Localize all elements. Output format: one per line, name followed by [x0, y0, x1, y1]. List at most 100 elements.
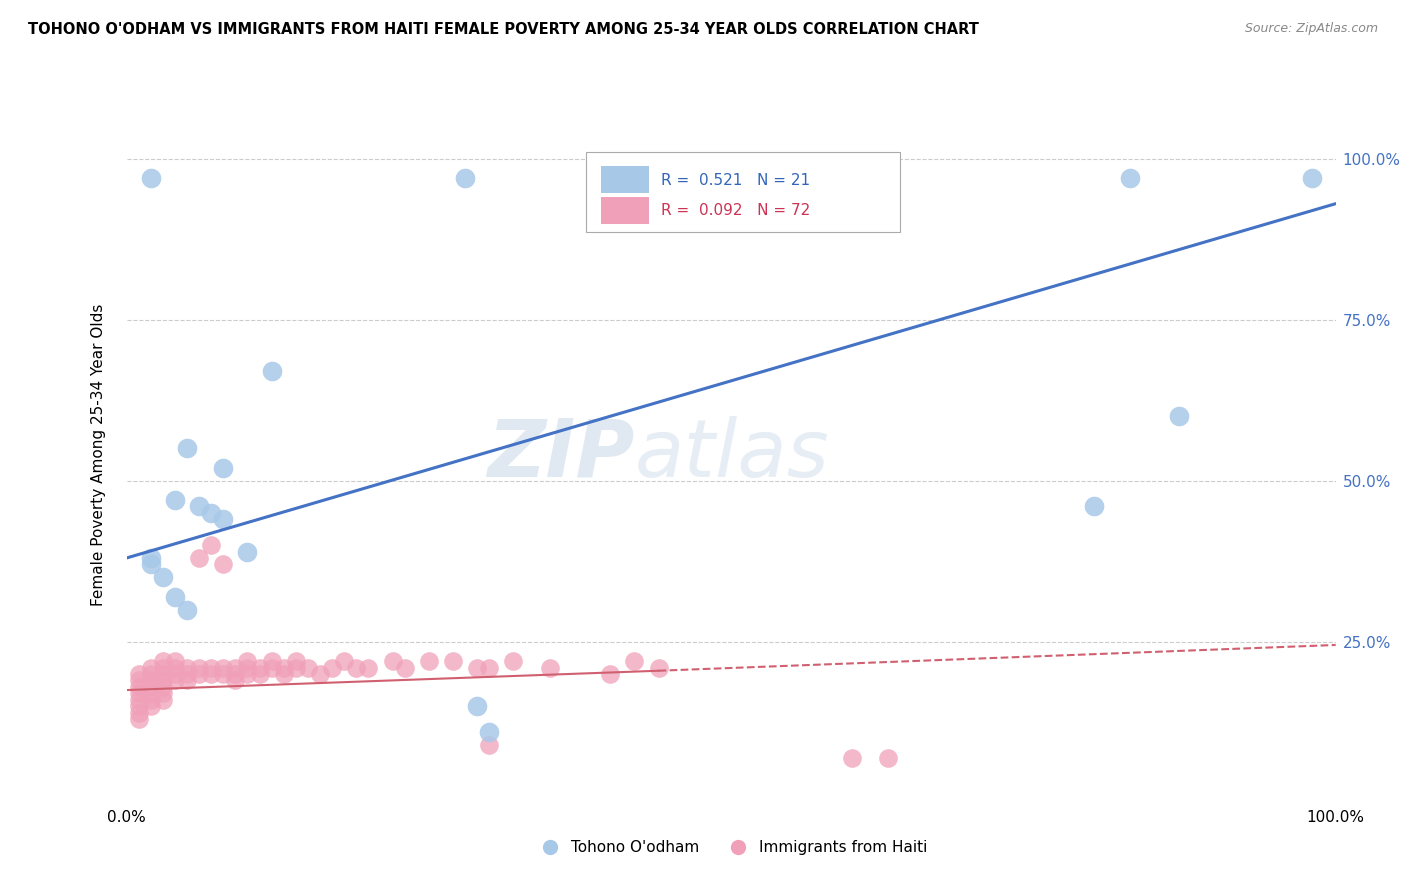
Point — [128, 692, 150, 706]
Point — [394, 660, 416, 674]
Point — [176, 660, 198, 674]
Point — [163, 654, 186, 668]
Point — [260, 654, 283, 668]
Point — [139, 558, 162, 572]
Point — [1301, 170, 1323, 185]
Point — [212, 558, 235, 572]
Point — [188, 500, 211, 514]
Point — [128, 712, 150, 726]
Point — [139, 699, 162, 714]
Point — [152, 660, 174, 674]
Point — [344, 660, 367, 674]
Point — [297, 660, 319, 674]
Point — [163, 667, 186, 681]
Point — [128, 673, 150, 688]
Point — [236, 660, 259, 674]
Point — [200, 506, 222, 520]
Point — [841, 750, 863, 764]
Point — [176, 673, 198, 688]
Point — [188, 660, 211, 674]
Point — [152, 686, 174, 700]
FancyBboxPatch shape — [586, 153, 900, 232]
Point — [284, 654, 307, 668]
Point — [224, 660, 246, 674]
Point — [212, 667, 235, 681]
Point — [152, 654, 174, 668]
Point — [623, 654, 645, 668]
Point — [418, 654, 440, 668]
Point — [309, 667, 332, 681]
Point — [273, 660, 295, 674]
Point — [1083, 500, 1105, 514]
Point — [478, 725, 501, 739]
Point — [333, 654, 356, 668]
Point — [188, 667, 211, 681]
Point — [224, 673, 246, 688]
Point — [128, 680, 150, 694]
Point — [273, 667, 295, 681]
Point — [152, 692, 174, 706]
Point — [249, 667, 271, 681]
Point — [139, 692, 162, 706]
Bar — [600, 197, 650, 224]
Point — [502, 654, 524, 668]
Point — [139, 667, 162, 681]
Point — [200, 667, 222, 681]
Point — [152, 680, 174, 694]
Point — [128, 706, 150, 720]
Point — [188, 551, 211, 566]
Point — [538, 660, 561, 674]
Point — [212, 512, 235, 526]
Point — [163, 590, 186, 604]
Point — [478, 738, 501, 752]
Point — [224, 667, 246, 681]
Point — [321, 660, 343, 674]
Point — [599, 667, 621, 681]
Point — [200, 538, 222, 552]
Point — [163, 493, 186, 508]
Point — [478, 660, 501, 674]
Point — [128, 699, 150, 714]
Point — [139, 686, 162, 700]
Point — [260, 660, 283, 674]
Point — [1167, 409, 1189, 424]
Text: Source: ZipAtlas.com: Source: ZipAtlas.com — [1244, 22, 1378, 36]
Point — [212, 660, 235, 674]
Point — [441, 654, 464, 668]
Point — [139, 673, 162, 688]
Point — [465, 699, 488, 714]
Point — [236, 667, 259, 681]
Point — [163, 660, 186, 674]
Bar — [600, 166, 650, 193]
Point — [200, 660, 222, 674]
Point — [236, 654, 259, 668]
Point — [454, 170, 477, 185]
Point — [877, 750, 900, 764]
Point — [249, 660, 271, 674]
Point — [128, 686, 150, 700]
Point — [176, 602, 198, 616]
Text: R =  0.521   N = 21: R = 0.521 N = 21 — [661, 172, 810, 187]
Legend: Tohono O'odham, Immigrants from Haiti: Tohono O'odham, Immigrants from Haiti — [529, 834, 934, 862]
Point — [152, 667, 174, 681]
Point — [212, 460, 235, 475]
Point — [260, 364, 283, 378]
Point — [381, 654, 404, 668]
Point — [139, 660, 162, 674]
Point — [139, 170, 162, 185]
Text: atlas: atlas — [634, 416, 830, 494]
Point — [465, 660, 488, 674]
Point — [1119, 170, 1142, 185]
Point — [139, 551, 162, 566]
Point — [163, 673, 186, 688]
Point — [236, 544, 259, 558]
Point — [152, 673, 174, 688]
Point — [152, 570, 174, 584]
Point — [647, 660, 669, 674]
Text: R =  0.092   N = 72: R = 0.092 N = 72 — [661, 203, 810, 219]
Point — [357, 660, 380, 674]
Point — [176, 667, 198, 681]
Text: ZIP: ZIP — [486, 416, 634, 494]
Point — [128, 667, 150, 681]
Point — [176, 442, 198, 456]
